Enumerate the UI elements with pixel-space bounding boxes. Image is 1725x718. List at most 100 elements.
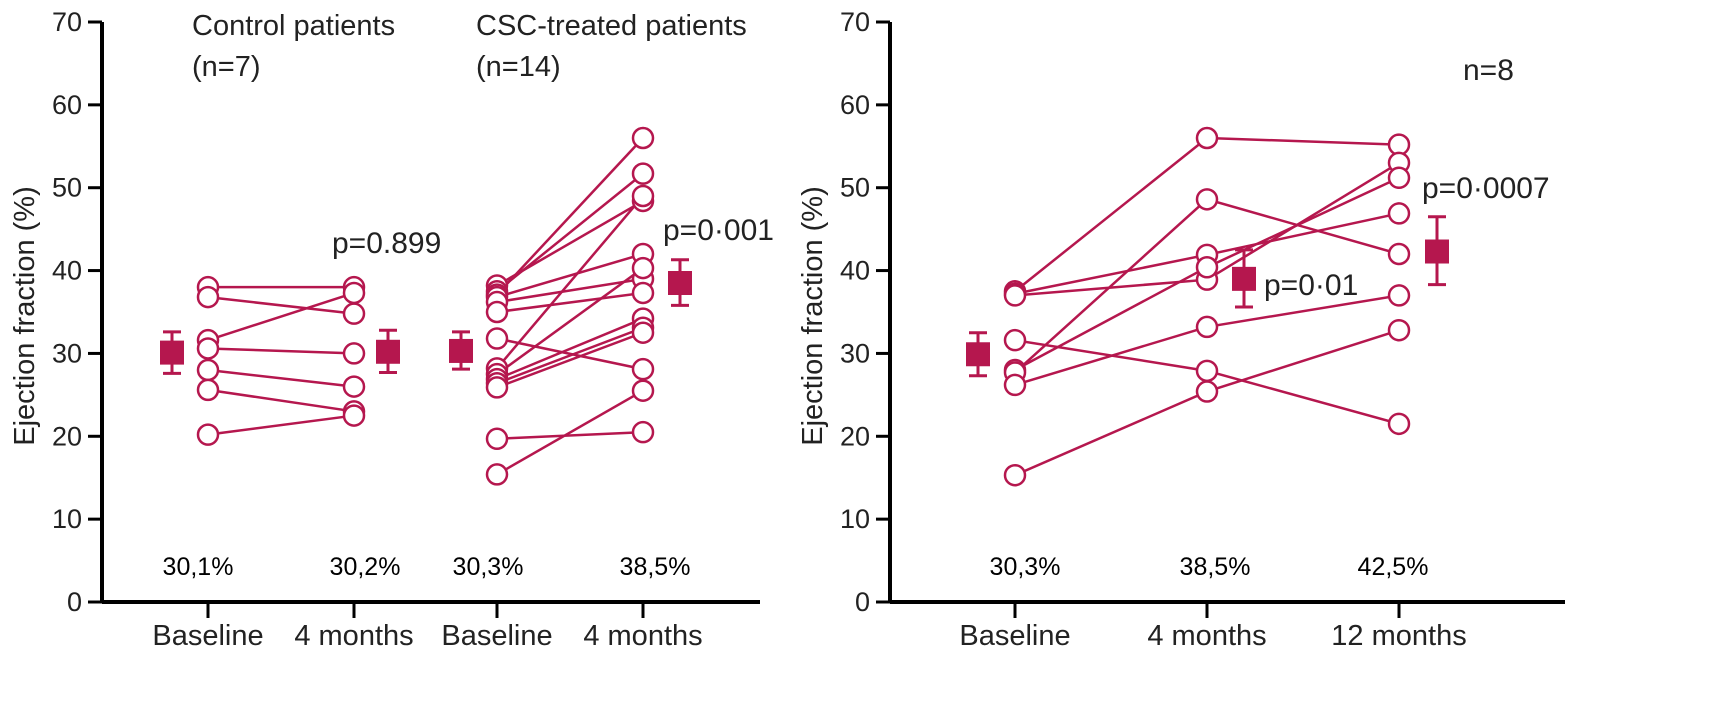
patient-point xyxy=(485,463,509,486)
patient-point xyxy=(196,358,220,382)
mean-value-label: 38,5% xyxy=(1180,553,1251,581)
patient-line xyxy=(496,326,644,385)
patient-point xyxy=(1195,256,1219,279)
patient-line xyxy=(496,430,644,441)
group-count: (n=14) xyxy=(476,51,561,83)
patient-point xyxy=(196,285,220,309)
x-tick-label: 4 months xyxy=(583,620,702,652)
patient-point xyxy=(631,357,655,381)
y-tick-label: 10 xyxy=(840,504,870,534)
y-tick-label: 20 xyxy=(840,421,870,451)
patient-line xyxy=(496,331,644,389)
right-panel: 0 10 20 30 40 50 60 70 Baseline 4 months 12 months… xyxy=(797,7,1565,652)
mean-marker xyxy=(1232,266,1256,291)
patient-point xyxy=(631,126,655,150)
patient-point xyxy=(631,256,655,280)
patient-point xyxy=(485,300,509,324)
patient-line xyxy=(496,172,644,293)
group-title: Control patients xyxy=(192,10,395,42)
patient-point xyxy=(485,327,509,350)
y-tick-label: 10 xyxy=(52,504,82,534)
patient-point xyxy=(631,379,655,402)
patient-line xyxy=(207,295,355,315)
patient-point xyxy=(631,420,655,444)
group-title: CSC-treated patients xyxy=(476,10,747,42)
patient-point xyxy=(342,302,366,325)
patient-line xyxy=(496,267,644,376)
mean-marker xyxy=(1425,239,1449,264)
patient-point xyxy=(1195,126,1219,150)
x-tick-label: Baseline xyxy=(959,620,1070,652)
y-tick-label: 60 xyxy=(52,90,82,120)
sample-size-label: n=8 xyxy=(1463,54,1514,87)
y-tick-label: 0 xyxy=(855,587,870,617)
patient-line xyxy=(496,277,644,304)
patient-point xyxy=(485,376,509,399)
y-axis-label: Ejection fraction (%) xyxy=(797,186,829,446)
patient-line xyxy=(496,252,644,299)
mean-marker xyxy=(668,271,692,295)
mean-value-label: 30,3% xyxy=(990,553,1061,581)
mean-value-label: 30,2% xyxy=(330,553,401,581)
patient-point xyxy=(1195,380,1219,403)
patient-point xyxy=(1387,166,1411,190)
patient-line xyxy=(207,388,355,413)
patient-point xyxy=(1195,188,1219,211)
y-tick-label: 50 xyxy=(840,173,870,203)
patient-line xyxy=(496,337,644,371)
x-tick-label: 4 months xyxy=(1147,620,1266,652)
p-value-annotation: p=0.899 xyxy=(332,227,441,260)
y-tick-label: 30 xyxy=(840,338,870,368)
mean-value-label: 42,5% xyxy=(1358,553,1429,581)
patient-point xyxy=(485,427,509,451)
mean-value-label: 38,5% xyxy=(620,553,691,581)
patient-point xyxy=(196,337,220,360)
patient-point xyxy=(1195,359,1219,383)
patient-point xyxy=(1003,284,1027,307)
y-tick-label: 70 xyxy=(840,7,870,37)
patient-point xyxy=(1387,242,1411,266)
patient-point xyxy=(196,378,220,402)
y-tick-label: 0 xyxy=(67,587,82,617)
patient-point xyxy=(342,281,366,305)
y-tick-label: 50 xyxy=(52,173,82,203)
p-value-annotation: p=0·01 xyxy=(1264,269,1358,302)
patient-point xyxy=(1387,318,1411,342)
x-tick-label: Baseline xyxy=(441,620,552,652)
patient-point xyxy=(1387,412,1411,436)
x-tick-label: 4 months xyxy=(294,620,413,652)
patient-line xyxy=(496,195,644,370)
patient-point xyxy=(631,281,655,305)
x-tick-label: 12 months xyxy=(1331,620,1466,652)
patient-line xyxy=(496,317,644,381)
patient-line xyxy=(207,368,355,388)
patient-point xyxy=(1003,373,1027,397)
mean-marker xyxy=(160,340,184,365)
patient-line xyxy=(207,347,355,355)
patient-point xyxy=(196,423,220,446)
patient-line xyxy=(496,389,644,476)
y-tick-label: 40 xyxy=(840,256,870,286)
left-panel: 0 10 20 30 40 50 60 70 Baseline 4 months Baseline 4… xyxy=(9,7,774,652)
patient-point xyxy=(342,375,366,398)
patient-point xyxy=(342,342,366,365)
patient-point xyxy=(342,404,366,427)
patient-line xyxy=(496,291,644,314)
mean-marker xyxy=(376,339,400,364)
y-tick-label: 20 xyxy=(52,421,82,451)
p-value-annotation: p=0·0007 xyxy=(1422,172,1550,205)
patient-point xyxy=(1003,328,1027,352)
y-tick-label: 70 xyxy=(52,7,82,37)
y-axis-label: Ejection fraction (%) xyxy=(9,186,41,446)
patient-line xyxy=(207,291,355,342)
patient-point xyxy=(1387,202,1411,225)
patient-point xyxy=(631,321,655,344)
y-tick-label: 30 xyxy=(52,338,82,368)
patient-line xyxy=(496,137,644,296)
mean-value-label: 30,3% xyxy=(453,553,524,581)
mean-marker xyxy=(449,338,473,363)
x-tick-label: Baseline xyxy=(152,620,263,652)
p-value-annotation: p=0·001 xyxy=(663,214,774,247)
